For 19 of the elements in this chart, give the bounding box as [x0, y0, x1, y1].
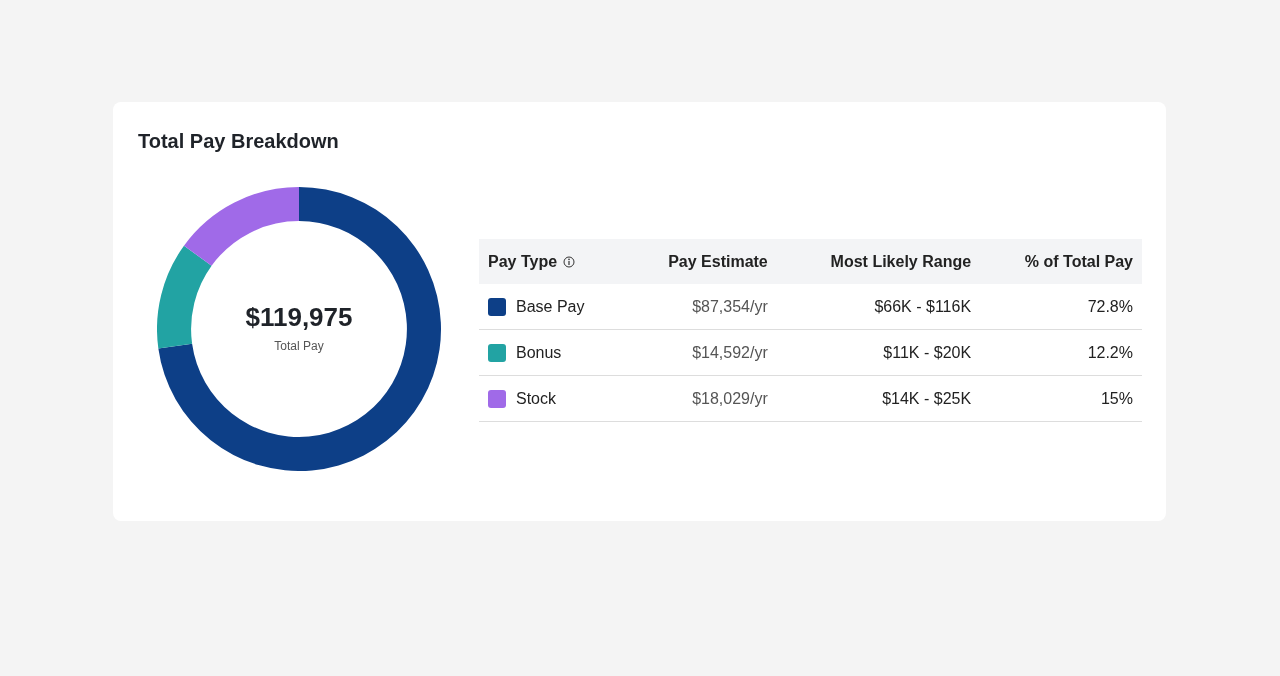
- chart-title: Total Pay Breakdown: [138, 130, 339, 153]
- text: 15%: [1099, 388, 1134, 409]
- text: Most Likely Range: [829, 251, 973, 272]
- text: Pay Type: [487, 251, 559, 272]
- data-label: $87,354/yr: [691, 296, 769, 317]
- text: $11K - $20K: [882, 342, 973, 363]
- legend-label: Base Pay: [516, 297, 585, 315]
- text: 12.2%: [1086, 342, 1134, 363]
- text: 72.8%: [1086, 296, 1134, 317]
- legend-label: Bonus: [516, 343, 562, 361]
- data-label: $18,029/yr: [691, 388, 769, 409]
- data-label: $14,592/yr: [691, 342, 769, 363]
- text: Total Pay: [273, 339, 325, 353]
- text: $119,975: [244, 302, 354, 333]
- text: $66K - $116K: [873, 296, 973, 317]
- text: % of Total Pay: [1023, 251, 1134, 272]
- text: Pay Estimate: [667, 251, 769, 272]
- legend-label: Stock: [516, 389, 557, 407]
- text: $14K - $25K: [881, 388, 973, 409]
